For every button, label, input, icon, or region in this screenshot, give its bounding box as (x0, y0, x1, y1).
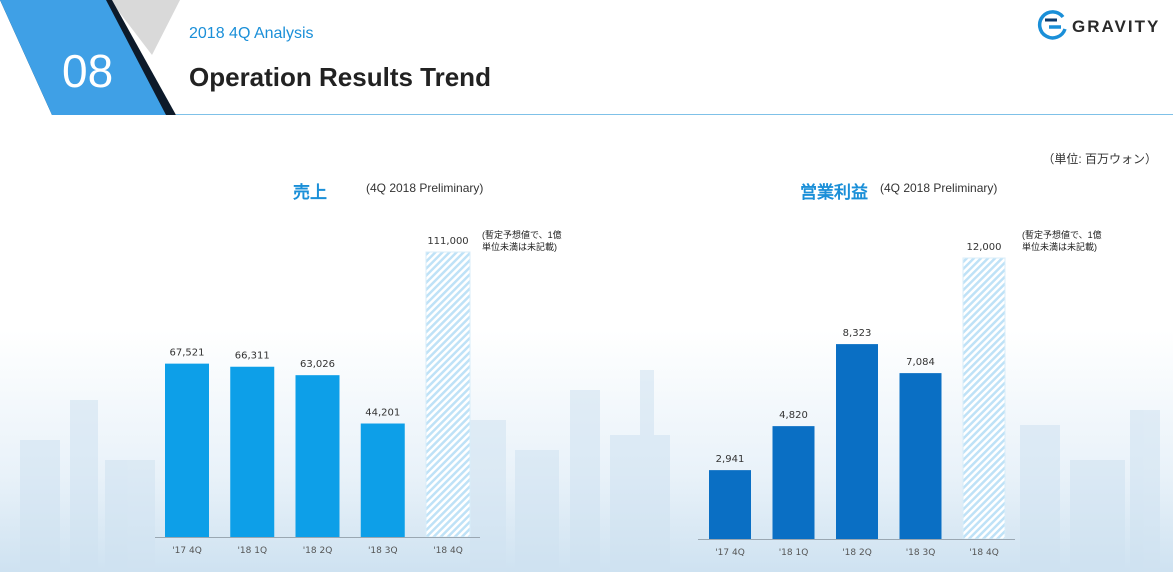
op-profit-data-label: 2,941 (716, 454, 745, 465)
sales-x-tick-label: '17 4Q (172, 546, 202, 556)
sales-data-label: 111,000 (427, 236, 468, 247)
page-title: Operation Results Trend (189, 62, 491, 92)
op-profit-bar-18-1q (772, 426, 815, 539)
op-profit-data-label: 7,084 (906, 357, 935, 368)
op-profit-bar-18-2q (836, 344, 878, 539)
sales-bar-18-1q (230, 366, 275, 537)
op-profit-bar-18-4q (962, 257, 1006, 540)
sales-bar-18-3q (360, 423, 405, 537)
sales-data-label: 67,521 (170, 348, 205, 359)
sales-x-tick-label: '18 1Q (237, 546, 267, 556)
sales-chart-title: 売上 (293, 183, 327, 202)
op-profit-bar-18-3q (899, 373, 942, 539)
header-section-badge (0, 0, 180, 115)
unit-label: （単位: 百万ウォン） (1042, 152, 1157, 166)
sales-x-tick-label: '18 4Q (433, 546, 463, 556)
sales-bar-18-2q (295, 375, 340, 537)
sales-x-tick-label: '18 3Q (368, 546, 398, 556)
sales-data-label: 44,201 (365, 408, 400, 419)
op-profit-x-tick-label: '18 1Q (779, 548, 809, 558)
sales-data-label: 63,026 (300, 359, 335, 370)
header-divider (176, 114, 1173, 115)
sales-chart-subtitle: (4Q 2018 Preliminary) (366, 181, 484, 195)
op-profit-data-label: 4,820 (779, 410, 808, 421)
op-profit-x-tick-label: '18 4Q (969, 548, 999, 558)
op-profit-data-label: 8,323 (843, 328, 872, 339)
op-profit-preliminary-note: (暫定予想値で、1億 単位未満は未記載) (1022, 230, 1102, 252)
section-number: 08 (62, 45, 114, 97)
op-profit-chart-title: 営業利益 (800, 183, 868, 202)
page-subtitle: 2018 4Q Analysis (189, 25, 314, 42)
sales-bar-17-4q (165, 363, 209, 537)
sales-x-tick-label: '18 2Q (303, 546, 333, 556)
sales-bar-18-4q (425, 251, 471, 538)
op-profit-x-tick-label: '18 2Q (842, 548, 872, 558)
op-profit-x-tick-label: '17 4Q (715, 548, 745, 558)
sales-preliminary-note: (暫定予想値で、1億 単位未満は未記載) (482, 230, 562, 252)
op-profit-x-tick-label: '18 3Q (906, 548, 936, 558)
op-profit-chart-subtitle: (4Q 2018 Preliminary) (880, 181, 998, 195)
gravity-logo-icon (1037, 10, 1067, 40)
city-skyline-illustration (20, 370, 1160, 572)
logo-text: GRAVITY (1072, 17, 1161, 36)
op-profit-data-label: 12,000 (967, 242, 1002, 253)
sales-data-label: 66,311 (235, 351, 270, 362)
op-profit-bar-17-4q (709, 470, 751, 539)
